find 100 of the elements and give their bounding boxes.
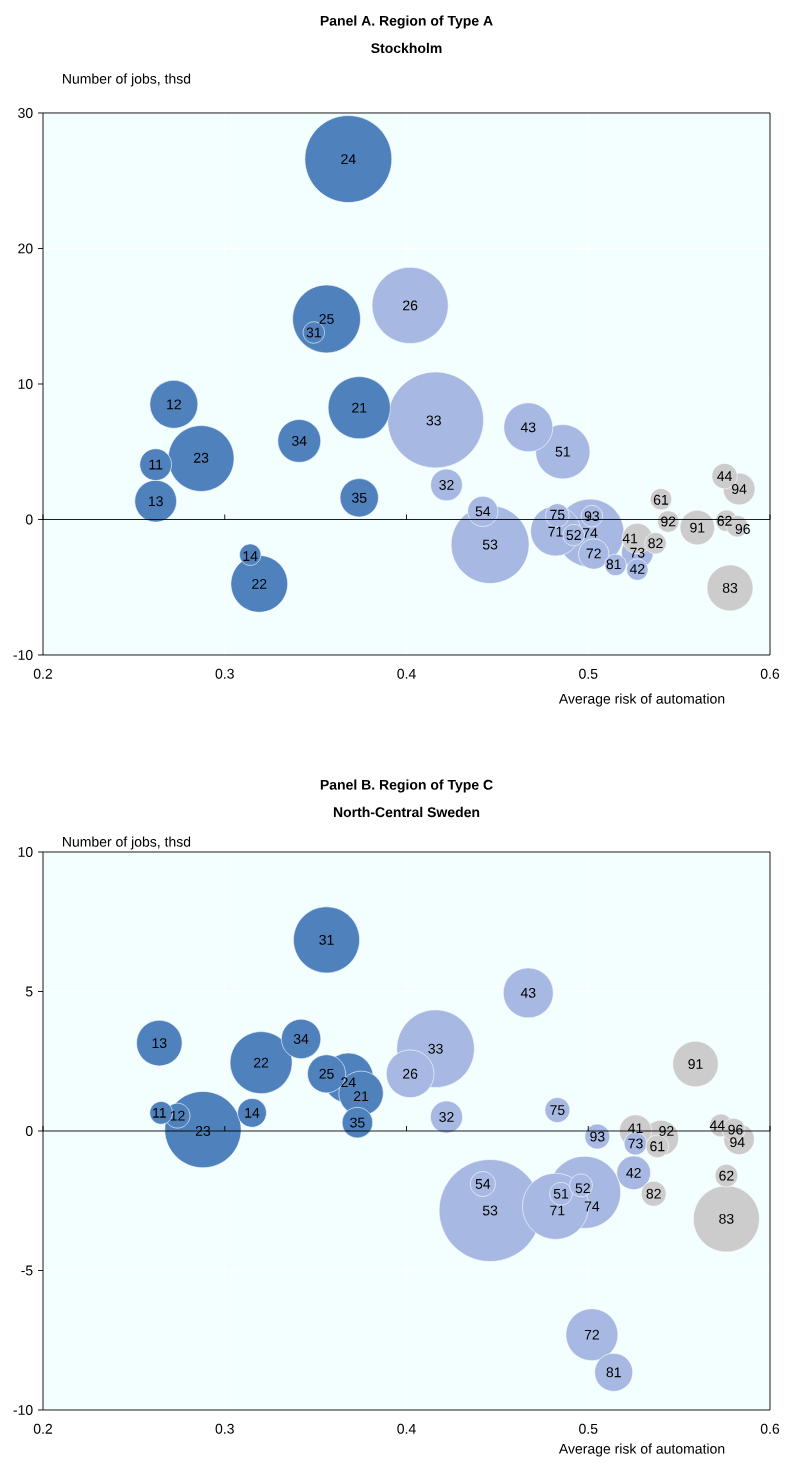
y-tick-label: 30 (18, 108, 33, 118)
x-axis-title: Average risk of automation (558, 1443, 725, 1457)
annotation: 62 (719, 1170, 734, 1181)
annotation: 42 (626, 1167, 641, 1178)
annotation: 53 (482, 1205, 498, 1216)
annotation: 13 (152, 1038, 167, 1049)
annotation: 51 (553, 1188, 569, 1199)
chart-subtitle: North-Central Sweden (333, 806, 480, 818)
annotation: 26 (403, 1068, 418, 1079)
annotation: 54 (475, 506, 491, 517)
y-tick-label: -5 (21, 1265, 33, 1276)
y-tick-label: 10 (18, 379, 33, 389)
annotation: 82 (648, 538, 663, 549)
x-tick-label: 0.3 (215, 1423, 234, 1434)
annotation: 96 (735, 524, 750, 534)
y-axis-title: Number of jobs, thsd (63, 836, 191, 850)
annotation: 81 (606, 1367, 621, 1378)
annotation: 43 (520, 422, 536, 433)
annotation: 91 (690, 522, 705, 533)
annotation: 75 (550, 1105, 565, 1115)
annotation: 81 (606, 559, 621, 570)
chart-subtitle: Stockholm (371, 42, 442, 54)
annotation: 23 (194, 452, 209, 463)
annotation: 83 (719, 1213, 734, 1224)
annotation: 13 (148, 496, 163, 507)
annotation: 83 (722, 582, 738, 593)
annotation: 74 (584, 1201, 600, 1212)
annotation: 23 (195, 1126, 211, 1136)
x-tick-label: 0.6 (760, 1423, 780, 1434)
annotation: 26 (403, 300, 418, 311)
annotation: 12 (170, 1110, 185, 1121)
annotation: 35 (352, 492, 367, 503)
y-tick-label: 5 (25, 986, 33, 997)
annotation: 72 (586, 548, 601, 559)
annotation: 52 (566, 530, 581, 541)
annotation: 32 (439, 479, 454, 490)
annotation: 52 (575, 1183, 590, 1194)
annotation: 51 (555, 446, 570, 457)
annotation: 75 (550, 509, 565, 520)
annotation: 25 (319, 1068, 334, 1079)
x-axis-title: Average risk of automation (558, 693, 725, 707)
annotation: 44 (709, 1120, 725, 1131)
y-axis-title: Number of jobs, thsd (63, 73, 191, 87)
annotation: 73 (628, 1138, 643, 1149)
annotation: 41 (628, 1123, 643, 1134)
annotation: 42 (629, 564, 645, 574)
annotation: 21 (353, 1091, 369, 1102)
annotation: 14 (245, 1108, 260, 1118)
x-tick-label: 0.5 (579, 668, 598, 679)
y-tick-label: -10 (13, 1405, 33, 1415)
y-tick-label: 0 (25, 1126, 33, 1136)
annotation: 11 (153, 1108, 166, 1118)
annotation: 92 (659, 1126, 674, 1136)
annotation: 12 (167, 399, 181, 410)
x-tick-label: 0.4 (397, 668, 416, 679)
annotation: 94 (730, 1137, 745, 1148)
y-tick-label: 0 (25, 514, 33, 525)
annotation: 31 (306, 327, 321, 338)
x-tick-label: 0.6 (760, 668, 780, 679)
annotation: 21 (352, 402, 367, 413)
annotation: 71 (550, 1205, 565, 1216)
annotation: 33 (428, 1043, 443, 1054)
annotation: 82 (646, 1188, 661, 1199)
annotation: 61 (650, 1141, 665, 1152)
annotation: 54 (475, 1179, 491, 1189)
annotation: 93 (590, 1131, 605, 1142)
annotation: 43 (520, 987, 536, 998)
annotation: 25 (319, 313, 334, 324)
chart-title: Panel A. Region of Type A (320, 15, 493, 29)
annotation: 14 (243, 551, 258, 561)
annotation: 74 (583, 528, 598, 538)
annotation: 22 (254, 1057, 269, 1068)
x-tick-label: 0.2 (33, 1423, 53, 1434)
annotation: 24 (341, 1077, 356, 1088)
y-tick-label: 20 (18, 243, 33, 254)
annotation: 73 (630, 547, 645, 558)
annotation: 93 (584, 511, 600, 522)
annotation: 44 (717, 471, 732, 481)
annotation: 94 (731, 484, 747, 494)
y-tick-label: -10 (13, 650, 33, 660)
annotation: 31 (319, 934, 334, 945)
annotation: 35 (350, 1117, 365, 1128)
annotation: 53 (482, 539, 498, 550)
annotation: 34 (293, 1033, 309, 1044)
x-tick-label: 0.5 (579, 1423, 598, 1434)
chart-title: Panel B. Region of Type C (320, 779, 493, 793)
annotation: 32 (439, 1112, 454, 1123)
annotation: 34 (292, 435, 307, 446)
annotation: 71 (548, 526, 563, 537)
annotation: 91 (688, 1059, 703, 1069)
annotation: 41 (622, 533, 638, 544)
annotation: 96 (728, 1124, 743, 1135)
annotation: 22 (252, 578, 267, 589)
x-tick-label: 0.3 (215, 668, 234, 679)
annotation: 61 (653, 494, 669, 505)
annotation: 11 (149, 459, 163, 470)
x-tick-label: 0.2 (33, 668, 53, 679)
y-tick-label: 10 (18, 847, 33, 857)
annotation: 24 (341, 154, 356, 164)
x-tick-label: 0.4 (397, 1423, 416, 1434)
